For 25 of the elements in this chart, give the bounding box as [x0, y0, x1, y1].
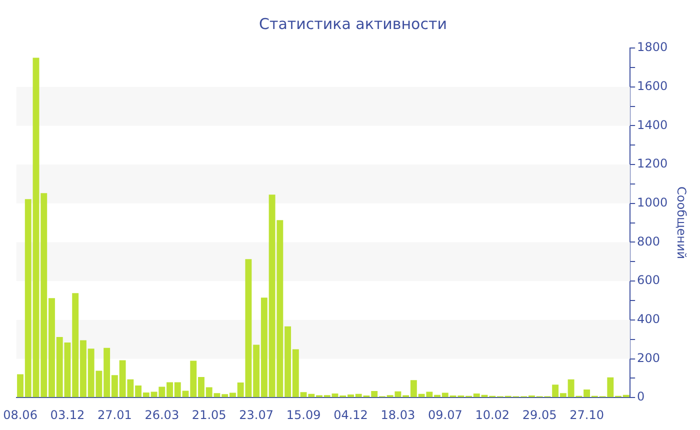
x-tick-label: 27.01: [98, 408, 132, 422]
y-tick-label: 1400: [637, 118, 668, 132]
y-tick-label: 1000: [637, 196, 668, 210]
y-axis-title: Сообщений: [674, 186, 689, 260]
y-tick-label: 1800: [637, 40, 668, 54]
x-tick-label: 09.07: [428, 408, 462, 422]
y-tick-label: 0: [637, 390, 645, 404]
x-tick-label: 04.12: [334, 408, 368, 422]
y-tick-label: 400: [637, 312, 660, 326]
x-tick-label: 18.03: [380, 408, 416, 422]
x-tick-label: 23.07: [239, 408, 274, 422]
chart-title: Статистика активности: [259, 14, 447, 33]
x-tick-label: 21.05: [192, 408, 226, 422]
x-tick-label: 29.05: [522, 408, 557, 422]
x-tick-label: 03.12: [50, 408, 85, 422]
y-tick-label: 800: [637, 234, 660, 248]
x-tick-label: 15.09: [286, 408, 321, 422]
x-tick-label: 27.10: [570, 408, 604, 422]
y-tick-label: 1200: [637, 156, 668, 171]
y-tick-label: 1600: [637, 78, 668, 93]
y-tick-label: 200: [637, 350, 660, 365]
y-tick-label: 600: [637, 273, 660, 288]
x-tick-label: 26.03: [144, 408, 180, 422]
x-tick-label: 10.02: [475, 408, 510, 422]
x-tick-label: 08.06: [3, 408, 38, 422]
